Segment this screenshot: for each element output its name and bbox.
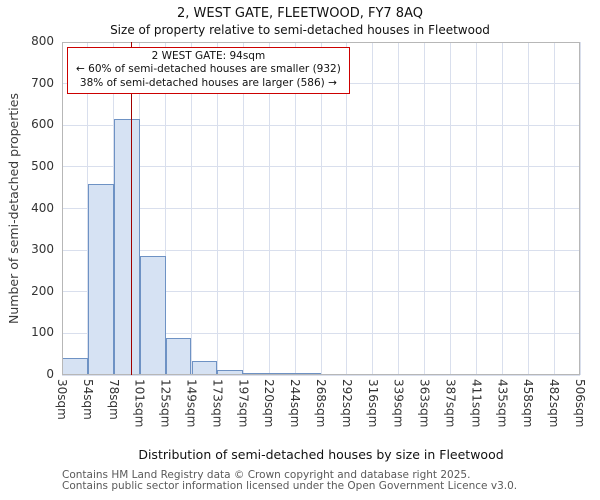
x-gridline bbox=[268, 42, 270, 375]
x-tick-label: 149sqm bbox=[184, 379, 199, 428]
x-gridline bbox=[191, 42, 192, 375]
x-tick-label: 268sqm bbox=[314, 379, 328, 428]
y-tick-label: 0 bbox=[46, 367, 54, 381]
y-tick-label: 200 bbox=[31, 283, 54, 298]
y-tick-label: 600 bbox=[31, 117, 54, 132]
x-tick-label: 339sqm bbox=[391, 379, 406, 428]
x-tick-label: 30sqm bbox=[55, 379, 69, 420]
x-gridline bbox=[424, 42, 426, 375]
x-tick-label: 435sqm bbox=[495, 379, 510, 428]
x-tick-label: 387sqm bbox=[443, 379, 458, 428]
property-marker-line bbox=[130, 42, 133, 375]
y-tick-label: 800 bbox=[31, 34, 54, 48]
x-tick-label: 411sqm bbox=[469, 379, 484, 428]
annotation-line-2: ← 60% of semi-detached houses are smalle… bbox=[76, 63, 341, 76]
y-tick-label: 400 bbox=[31, 200, 54, 215]
chart-subtitle: Size of property relative to semi-detach… bbox=[110, 23, 490, 37]
x-gridline bbox=[346, 42, 348, 375]
footer-line-2: Contains public sector information licen… bbox=[62, 480, 518, 492]
x-gridline bbox=[139, 42, 141, 375]
marker-annotation: 2 WEST GATE: 94sqm ← 60% of semi-detache… bbox=[67, 47, 350, 95]
histogram-bar bbox=[165, 337, 192, 375]
x-tick-label: 54sqm bbox=[80, 379, 95, 420]
x-gridline bbox=[553, 42, 555, 375]
x-gridline bbox=[216, 42, 218, 375]
x-gridline bbox=[398, 42, 400, 375]
annotation-line-1: 2 WEST GATE: 94sqm bbox=[151, 50, 266, 62]
x-tick-label: 78sqm bbox=[106, 379, 121, 420]
x-tick-label: 125sqm bbox=[158, 379, 173, 428]
x-gridline bbox=[501, 42, 503, 375]
x-axis-label: Distribution of semi-detached houses by … bbox=[138, 447, 504, 462]
x-tick-label: 173sqm bbox=[210, 379, 225, 428]
x-tick-label: 292sqm bbox=[339, 379, 354, 428]
y-tick-label: 300 bbox=[31, 242, 54, 257]
footer-line-1: Contains HM Land Registry data © Crown c… bbox=[62, 469, 471, 481]
x-gridline bbox=[242, 42, 244, 375]
x-tick-label: 363sqm bbox=[417, 379, 432, 428]
x-gridline bbox=[579, 42, 581, 375]
x-tick-label: 506sqm bbox=[573, 379, 587, 428]
plot-border bbox=[62, 42, 580, 375]
y-gridline bbox=[62, 374, 580, 376]
chart-title: 2, WEST GATE, FLEETWOOD, FY7 8AQ bbox=[177, 6, 423, 21]
y-tick-label: 100 bbox=[31, 325, 54, 340]
y-tick-label: 500 bbox=[31, 158, 54, 173]
x-gridline bbox=[527, 42, 529, 375]
y-tick-label: 700 bbox=[31, 75, 54, 90]
annotation-line-3: 38% of semi-detached houses are larger (… bbox=[79, 76, 337, 89]
x-tick-label: 244sqm bbox=[288, 379, 303, 428]
x-gridline bbox=[165, 42, 167, 375]
x-gridline bbox=[475, 42, 477, 375]
x-tick-label: 482sqm bbox=[547, 379, 562, 428]
x-gridline bbox=[320, 42, 322, 375]
x-gridline bbox=[450, 42, 451, 375]
x-gridline bbox=[372, 42, 374, 375]
x-tick-label: 197sqm bbox=[236, 379, 251, 428]
x-gridline bbox=[294, 42, 296, 375]
x-tick-label: 101sqm bbox=[132, 379, 147, 428]
x-tick-label: 220sqm bbox=[262, 379, 277, 428]
x-tick-label: 458sqm bbox=[521, 379, 536, 428]
histogram-bar bbox=[139, 256, 166, 375]
x-tick-label: 316sqm bbox=[365, 379, 380, 428]
